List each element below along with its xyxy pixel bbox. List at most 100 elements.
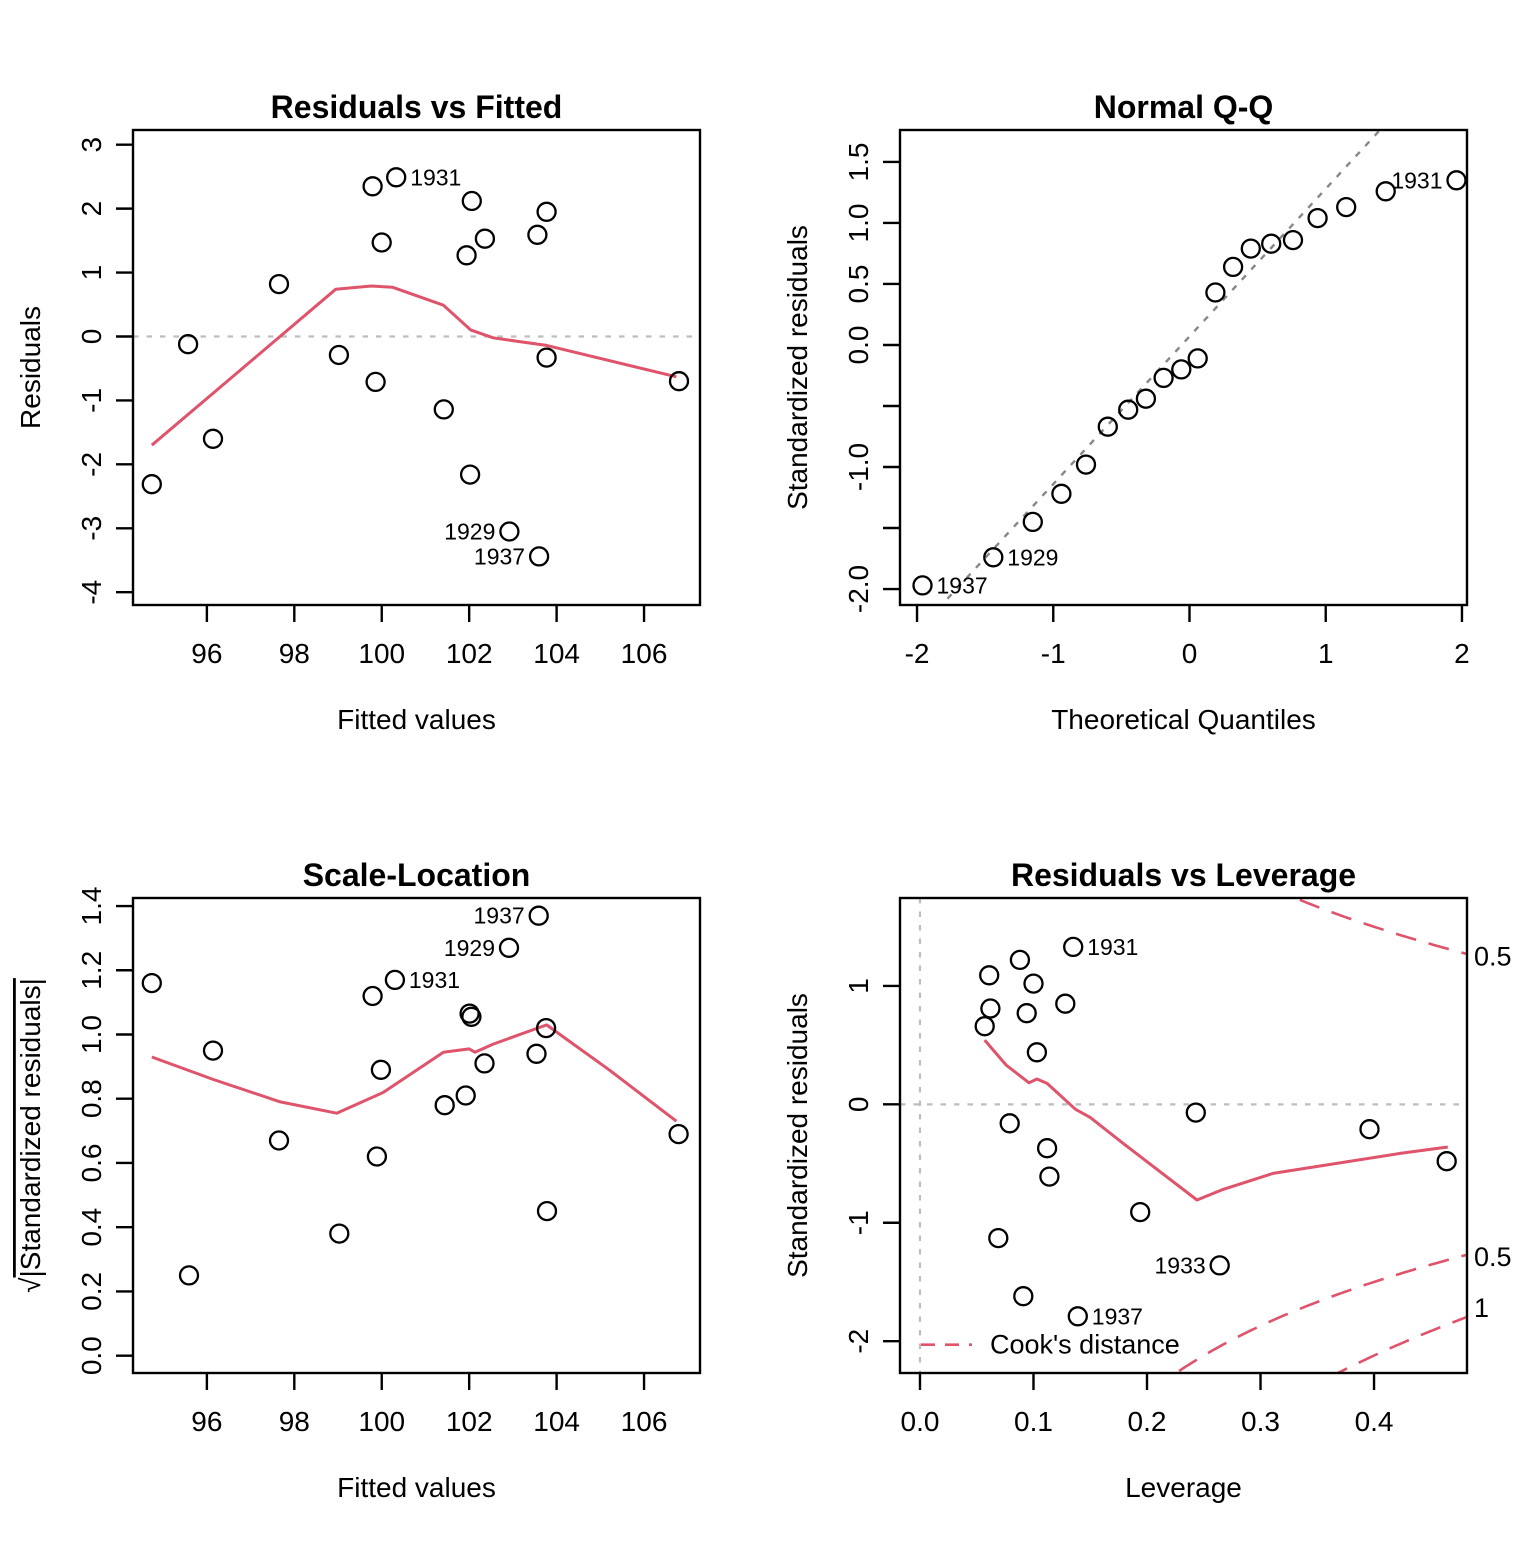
data-point (1209, 1255, 1230, 1276)
x-tick-label: 0.2 (1128, 1406, 1167, 1437)
x-tick-label: 0.4 (1355, 1406, 1394, 1437)
y-tick-label: 1.0 (843, 204, 874, 243)
point-label-1931: 1931 (410, 164, 461, 190)
data-point (268, 1130, 290, 1151)
y-tick-label: -2.0 (843, 565, 874, 613)
data-point (461, 1006, 482, 1027)
y-tick-label: 0 (843, 1097, 874, 1113)
data-point (362, 985, 383, 1007)
x-tick-label: 0.0 (901, 1406, 940, 1437)
cooks-contour-label: 0.5 (1474, 1242, 1512, 1272)
point-label-1929: 1929 (1007, 544, 1058, 570)
data-point (370, 1059, 392, 1080)
data-point (979, 965, 1000, 986)
data-point (974, 1016, 995, 1037)
data-point (1185, 1102, 1206, 1123)
x-tick-label: 102 (446, 1406, 493, 1437)
panel-title: Normal Q-Q (1094, 89, 1274, 125)
x-tick-label: 106 (621, 638, 668, 669)
data-point (1075, 454, 1097, 475)
data-point (1307, 207, 1328, 229)
data-point (1026, 1042, 1048, 1063)
x-tick-label: 96 (191, 638, 222, 669)
x-tick-label: 106 (621, 1406, 668, 1437)
data-point (177, 334, 199, 355)
data-point (1187, 348, 1208, 369)
y-tick-label: 2 (76, 201, 107, 217)
x-axis-label: Theoretical Quantiles (1051, 704, 1316, 735)
x-tick-label: 1 (1318, 638, 1334, 669)
plot-box (898, 128, 1469, 607)
data-point (268, 273, 290, 295)
point-label-1929: 1929 (444, 519, 495, 545)
data-point (433, 399, 454, 420)
y-tick-label: 3 (76, 137, 107, 153)
data-point (1171, 359, 1192, 380)
panel-scale-location: 96 98 100 102 104 106 1.4 1.2 1.0 0.8 0.6 0.4 0.2 0.0… (15, 857, 702, 1503)
data-point (386, 167, 407, 188)
data-point (1359, 1119, 1380, 1140)
data-point (1446, 170, 1467, 191)
data-point (328, 344, 350, 366)
data-point (1336, 196, 1357, 218)
data-point (526, 1043, 547, 1064)
y-tick-label: 1.0 (76, 1015, 107, 1054)
y-tick-label: -1.0 (843, 443, 874, 491)
point-label-1937: 1937 (474, 543, 525, 569)
x-tick-label: 98 (279, 1406, 310, 1437)
data-point (1261, 233, 1282, 254)
point-label-1937: 1937 (937, 572, 988, 598)
x-tick-label: 96 (191, 1406, 222, 1437)
x-tick-label: 100 (358, 1406, 405, 1437)
data-point (1023, 973, 1044, 994)
data-point (456, 245, 477, 266)
x-tick-label: 100 (358, 638, 405, 669)
y-tick-label: 0 (76, 329, 107, 345)
data-point (474, 1053, 495, 1074)
panel-normal-qq: -2 -1 0 1 2 1.5 1.0 0.5 0.0 -1.0 -2.0 Normal Q-Q The… (782, 89, 1470, 735)
data-point (459, 464, 481, 485)
data-point (1067, 1306, 1088, 1327)
y-tick-label: 0.0 (76, 1336, 107, 1375)
data-point (983, 547, 1004, 568)
cooks-contour-0.5 (1291, 898, 1467, 956)
data-point (1009, 949, 1031, 971)
y-tick-label: 0.6 (76, 1144, 107, 1183)
data-point (1051, 483, 1072, 504)
panel-title: Scale-Location (303, 857, 531, 893)
point-label-1933: 1933 (1155, 1252, 1206, 1278)
data-point (1016, 1003, 1037, 1024)
data-point (434, 1095, 455, 1116)
data-point (178, 1265, 200, 1286)
y-tick-label: -1 (76, 388, 107, 413)
plot-box (898, 896, 1469, 1375)
point-label-1937: 1937 (1092, 1303, 1143, 1329)
y-axis-label: Residuals (15, 306, 46, 429)
y-tick-label: 1.2 (76, 951, 107, 990)
data-point (999, 1113, 1020, 1134)
data-point (499, 521, 520, 542)
y-tick-label: 0.0 (843, 326, 874, 365)
y-tick-label: 1.5 (843, 143, 874, 182)
x-tick-label: 0.3 (1241, 1406, 1280, 1437)
y-tick-label: -4 (76, 580, 107, 605)
data-point (141, 474, 162, 495)
data-point (384, 969, 406, 991)
point-label-1937: 1937 (474, 903, 525, 929)
data-point (329, 1223, 350, 1244)
plot-box (131, 128, 702, 607)
data-point (141, 972, 162, 994)
y-tick-label: 0.2 (76, 1272, 107, 1311)
y-tick-label: -2 (843, 1329, 874, 1354)
panel-title: Residuals vs Leverage (1011, 857, 1356, 893)
point-label-1931: 1931 (1087, 934, 1138, 960)
panel-title: Residuals vs Fitted (271, 89, 563, 125)
data-point (202, 428, 224, 449)
data-point (528, 905, 549, 926)
y-tick-label: 0.8 (76, 1079, 107, 1118)
panel-inner-residuals-vs-leverage (900, 898, 1467, 1373)
data-point (1282, 229, 1304, 251)
y-tick-label: -2 (76, 452, 107, 477)
